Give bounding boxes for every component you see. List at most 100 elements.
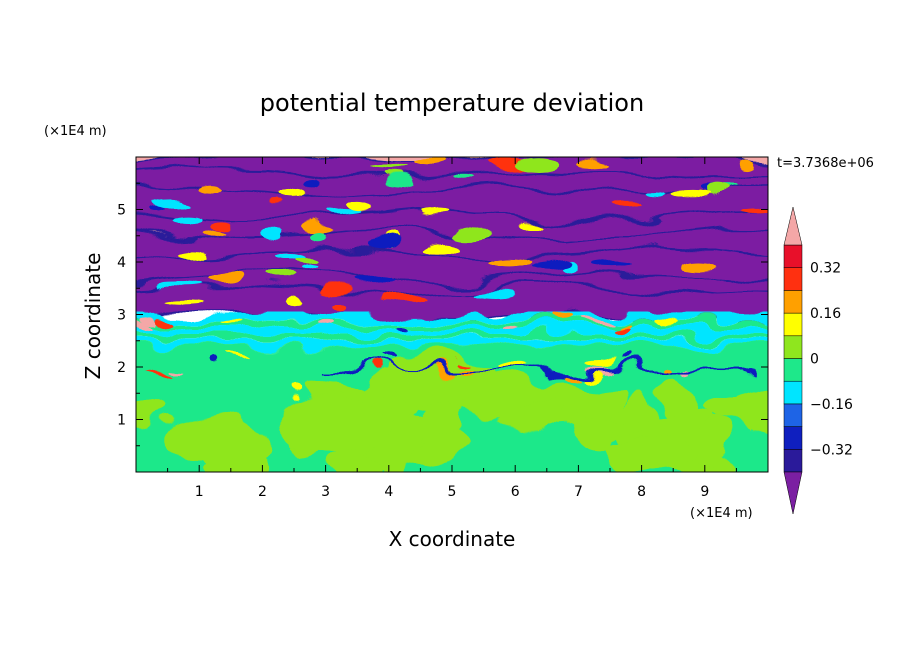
field-patch (366, 166, 410, 171)
field-stripe (136, 311, 768, 320)
field-speckle (550, 314, 575, 322)
field-patch (683, 257, 721, 266)
colorbar: 0.32 0.16 0 −0.16 −0.32 (783, 206, 853, 515)
field-speckle (622, 361, 634, 367)
y-tick-label-5: 5 (117, 203, 126, 219)
field-patch (177, 249, 211, 258)
field-speckle (502, 323, 521, 328)
field-blob (383, 352, 497, 406)
field-speckle (654, 316, 681, 324)
field-patch (420, 209, 450, 214)
field-patch (164, 297, 206, 303)
field-lower (136, 311, 768, 472)
y-tick-label-4: 4 (117, 255, 126, 271)
colorbar-label: 0 (810, 352, 819, 368)
field-speckle (160, 314, 182, 323)
field-patch (417, 159, 452, 168)
field-stripe (136, 319, 768, 327)
field-patch (268, 197, 283, 203)
field-patch (362, 239, 401, 248)
field-upper (136, 157, 768, 326)
chart-title: potential temperature deviation (260, 89, 644, 117)
field-speckle (497, 362, 523, 369)
field-patch (740, 208, 768, 214)
colorbar-label: −0.32 (810, 442, 853, 458)
field-speckle (397, 322, 411, 331)
field-patch (294, 257, 319, 265)
field-patch (204, 272, 239, 283)
colorbar-bin (783, 380, 803, 405)
x-tick-label-7: 7 (574, 484, 583, 500)
field-blob (736, 387, 768, 411)
field-patch (215, 222, 238, 231)
field-blob (499, 397, 569, 432)
x-unit-label: (×1E4 m) (690, 506, 753, 521)
field-patch (520, 218, 544, 226)
colorbar-label: −0.16 (810, 397, 853, 413)
field-speckle (315, 320, 330, 328)
x-tick-label-9: 9 (700, 484, 709, 500)
field-speckle (433, 366, 454, 375)
field-patch (307, 178, 323, 187)
colorbar-bin (783, 312, 803, 337)
field-patch (281, 187, 310, 197)
colorbar-bin (783, 267, 803, 291)
field-patch (263, 230, 283, 241)
colorbar-extend-min (783, 471, 803, 515)
y-axis-label: Z coordinate (81, 253, 105, 380)
x-tick-label-4: 4 (384, 484, 393, 500)
field-speckle (167, 364, 185, 368)
field-patch (488, 254, 531, 267)
field-patch (571, 157, 609, 165)
field-blob (273, 397, 389, 450)
x-tick-label-5: 5 (448, 484, 457, 500)
field-line-negative (331, 368, 756, 371)
field-speckle (149, 369, 174, 374)
field-speckle (539, 367, 561, 374)
x-tick-label-1: 1 (195, 484, 204, 500)
field-patch (299, 225, 336, 234)
field-speckle (373, 357, 396, 364)
x-axis: 1 2 3 4 5 6 7 8 9 (167, 157, 737, 500)
plot-area (136, 157, 768, 472)
x-axis-label: X coordinate (389, 527, 516, 551)
field-patch (608, 201, 644, 207)
field-patch (204, 230, 232, 238)
field-blob (428, 404, 467, 433)
field-speckle (231, 358, 251, 362)
colorbar-label: 0.16 (810, 306, 841, 322)
field-patch (292, 294, 310, 305)
field-band-negative (136, 157, 768, 186)
y-tick-label-2: 2 (117, 360, 126, 376)
field-blob (607, 436, 697, 471)
field-patch (334, 300, 350, 312)
colorbar-bin (783, 358, 803, 382)
field-patch (277, 251, 305, 260)
x-tick-label-6: 6 (511, 484, 520, 500)
field-patch (153, 199, 187, 207)
field-patch (381, 295, 426, 306)
field-patch (515, 157, 553, 168)
field-patch (321, 211, 363, 218)
colorbar-bin (783, 290, 803, 314)
field-speckle (230, 319, 249, 323)
colorbar-bin (783, 403, 803, 427)
x-tick-label-2: 2 (258, 484, 267, 500)
colorbar-bin (783, 426, 803, 450)
field-spot (292, 391, 303, 400)
field-blob (656, 375, 695, 427)
field-patch (671, 191, 712, 199)
field-speckle (591, 359, 619, 367)
x-tick-label-3: 3 (321, 484, 330, 500)
field-patch (736, 160, 753, 170)
field-patch (458, 173, 478, 179)
field-patch (312, 232, 329, 244)
field-stripe (136, 334, 768, 341)
field-speckle (664, 364, 676, 370)
field-patch (174, 215, 205, 225)
field-patch (322, 285, 354, 294)
field-stripe (136, 340, 768, 348)
field-blob (326, 448, 374, 472)
field-patch (159, 282, 199, 289)
